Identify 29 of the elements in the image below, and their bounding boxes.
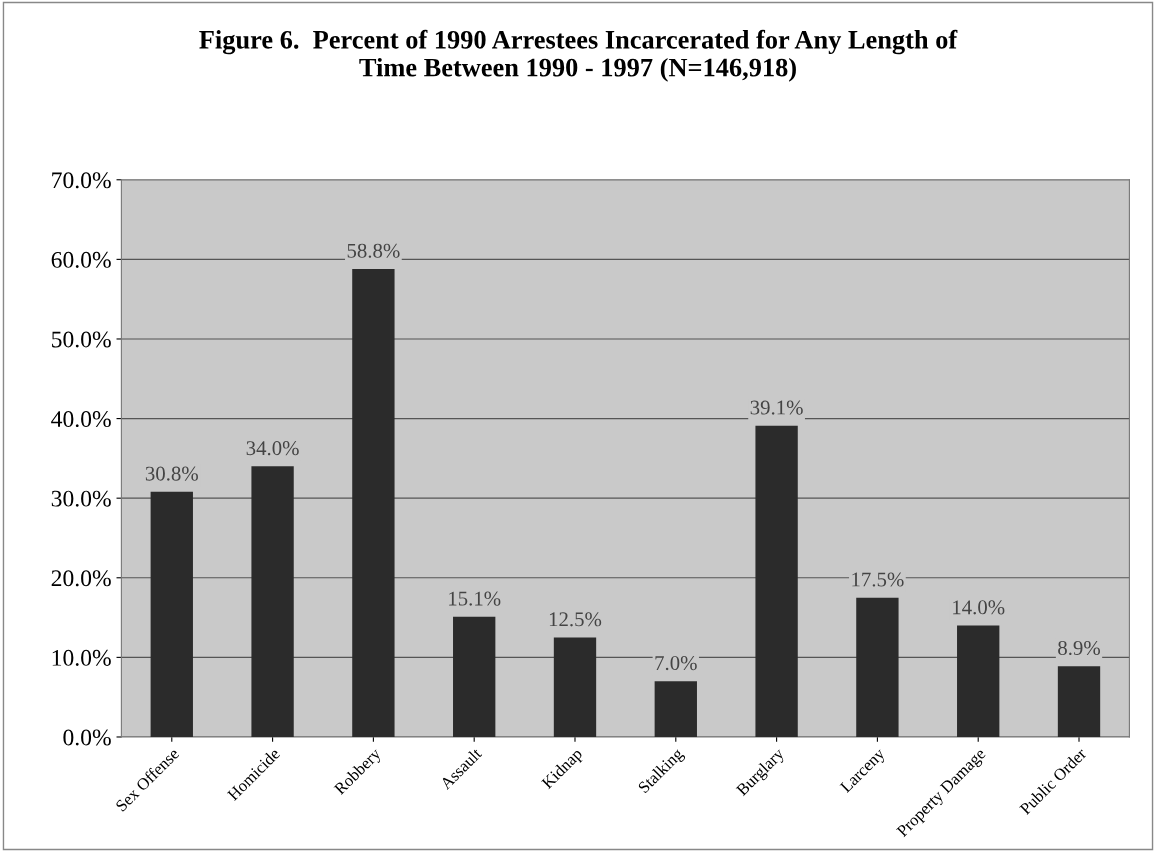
bar <box>856 597 899 737</box>
y-tick-label: 20.0% <box>51 570 111 587</box>
data-label: 14.0% <box>953 600 1005 615</box>
bar <box>150 491 193 737</box>
data-label: 8.9% <box>1058 640 1100 656</box>
y-tick-label: 70.0% <box>52 172 111 189</box>
y-tick-label: 30.0% <box>51 490 111 507</box>
bar <box>453 616 496 737</box>
y-tick-label: 60.0% <box>51 251 111 268</box>
chart-title: Figure 6. Percent of 1990 Arrestees Incarcerated for Any Length of Time Between 1990 - 1997 (N=146,918) <box>199 29 958 82</box>
data-label: 17.5% <box>852 572 904 587</box>
y-tick-label: 50.0% <box>52 331 111 348</box>
data-label: 12.5% <box>549 612 602 627</box>
y-tick-label: 10.0% <box>52 649 111 666</box>
data-label: 34.0% <box>246 441 299 456</box>
data-label: 30.8% <box>145 466 198 481</box>
bar <box>755 425 798 737</box>
y-tick-label: 40.0% <box>51 411 111 428</box>
data-label: 7.0% <box>655 656 697 671</box>
bar <box>957 625 1000 737</box>
bar <box>654 681 697 737</box>
y-tick-label: 0.0% <box>63 729 111 746</box>
bar <box>553 637 597 737</box>
bar <box>352 268 395 737</box>
data-label: 39.1% <box>750 400 803 415</box>
bar <box>251 466 294 737</box>
data-label: 58.8% <box>347 243 400 258</box>
data-label: 15.1% <box>449 591 501 606</box>
bar <box>1057 666 1101 737</box>
